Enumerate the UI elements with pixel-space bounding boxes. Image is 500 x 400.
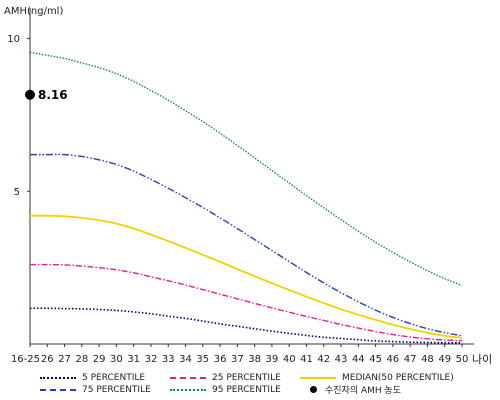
x-tick-label: 49 <box>438 354 451 365</box>
patient-point-dot <box>25 89 35 100</box>
series-line-1 <box>29 263 463 342</box>
patient-point-label: 8.16 <box>38 88 68 102</box>
legend-item-25-percentile: 25 PERCENTILE <box>170 372 281 383</box>
x-axis-label: 나이 <box>472 353 492 366</box>
legend-dot-icon <box>310 386 317 393</box>
amh-chart: AMH(ng/ml) 5 10 16-25 26 27 28 29 30 31 32 33 34 35 36… <box>4 6 492 366</box>
legend-label-25-percentile: 25 PERCENTILE <box>212 372 281 383</box>
x-tick-label: 38 <box>248 354 261 365</box>
x-tick-label: 36 <box>214 354 227 365</box>
legend-label-5-percentile: 5 PERCENTILE <box>82 372 146 383</box>
x-tick-label: 33 <box>162 354 175 365</box>
x-tick-label: 30 <box>110 354 123 365</box>
x-tick-label: 40 <box>283 354 296 365</box>
legend-label-95-percentile: 95 PERCENTILE <box>212 384 281 395</box>
x-tick-label: 37 <box>231 354 244 365</box>
series-line-3 <box>30 153 463 337</box>
x-tick-label: 35 <box>196 354 209 365</box>
legend-label-patient: 수진자의 AMH 농도 <box>325 386 402 396</box>
legend-label-75-percentile: 75 PERCENTILE <box>82 384 151 395</box>
legend-item-median: MEDIAN(50 PERCENTILE) <box>300 372 454 383</box>
x-tick-label: 32 <box>145 354 158 365</box>
x-tick-label: 34 <box>179 354 192 365</box>
x-tick-label: 26 <box>41 354 54 365</box>
legend-swatch-75-percentile <box>40 388 76 391</box>
x-tick-label: 47 <box>404 354 417 365</box>
x-tick-label: 29 <box>93 354 106 365</box>
y-tick-label: 5 <box>14 187 20 198</box>
legend-swatch-5-percentile <box>40 376 76 379</box>
series-lines <box>29 51 463 344</box>
x-tick-label: 28 <box>75 354 88 365</box>
x-tick-label: 16-25 <box>11 354 40 365</box>
x-tick-label: 42 <box>317 354 330 365</box>
x-tick-label: 41 <box>300 354 313 365</box>
x-tick-label: 31 <box>127 354 140 365</box>
x-tick-label: 48 <box>421 354 434 365</box>
patient-marker: 8.16 <box>25 88 68 102</box>
legend: 5 PERCENTILE 75 PERCENTILE 25 PERCENTILE… <box>0 368 500 400</box>
series-line-4 <box>29 51 463 287</box>
axes: AMH(ng/ml) 5 10 16-25 26 27 28 29 30 31 32 33 34 35 36… <box>4 6 492 366</box>
x-tick-label: 27 <box>58 354 71 365</box>
series-line-2 <box>29 214 463 339</box>
y-tick-label: 10 <box>7 34 20 45</box>
x-tick-label: 46 <box>387 354 400 365</box>
legend-item-patient: 수진자의 AMH 농도 <box>310 384 402 396</box>
legend-label-median: MEDIAN(50 PERCENTILE) <box>342 372 454 383</box>
legend-swatch-25-percentile <box>170 376 206 379</box>
legend-item-75-percentile: 75 PERCENTILE <box>40 384 151 395</box>
legend-swatch-median <box>300 376 336 379</box>
x-tick-label: 45 <box>369 354 382 365</box>
x-tick-label: 43 <box>335 354 348 365</box>
x-tick-label: 39 <box>266 354 279 365</box>
y-axis-label: AMH(ng/ml) <box>4 6 63 17</box>
legend-item-95-percentile: 95 PERCENTILE <box>170 384 281 395</box>
legend-swatch-95-percentile <box>170 388 206 391</box>
legend-item-5-percentile: 5 PERCENTILE <box>40 372 145 383</box>
series-line-0 <box>29 307 463 344</box>
x-tick-label: 50 <box>456 354 469 365</box>
x-tick-label: 44 <box>352 354 365 365</box>
